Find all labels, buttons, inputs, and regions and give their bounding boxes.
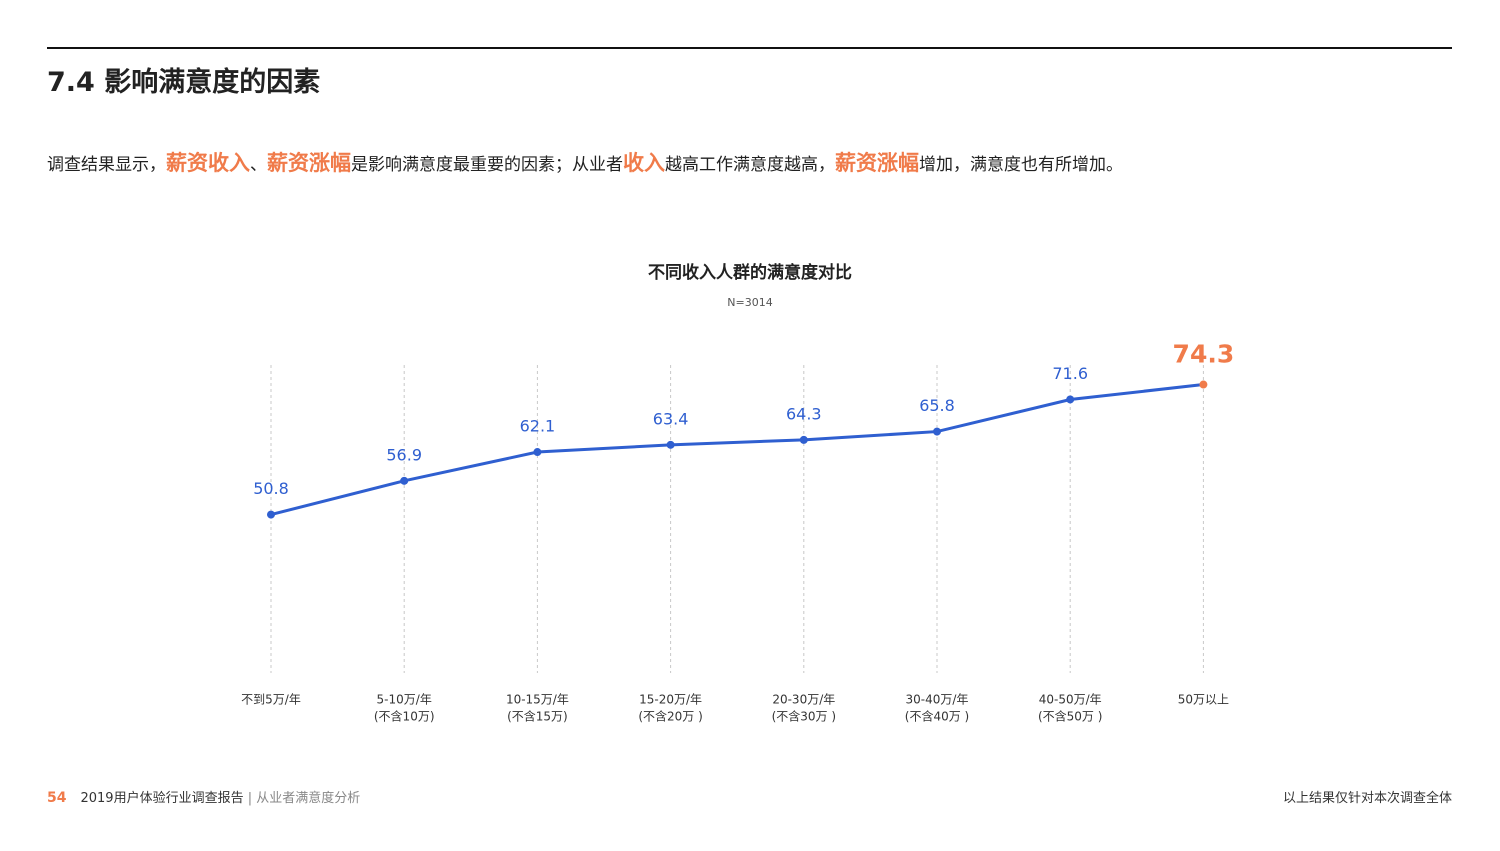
point bbox=[799, 435, 808, 444]
value-label: 71.6 bbox=[1052, 364, 1088, 383]
value-label: 65.8 bbox=[919, 396, 955, 415]
x-tick-label: (不含50万 ) bbox=[1038, 709, 1102, 724]
page-number: 54 bbox=[47, 790, 67, 806]
x-tick-label: (不含15万) bbox=[507, 709, 568, 724]
value-label: 56.9 bbox=[386, 445, 422, 464]
value-label: 50.8 bbox=[253, 479, 289, 498]
value-label: 74.3 bbox=[1173, 340, 1235, 369]
header-rule bbox=[47, 47, 1452, 49]
x-tick-label: 15-20万/年 bbox=[639, 693, 702, 707]
emphasis-text: 收入 bbox=[623, 151, 665, 175]
x-tick-label: (不含40万 ) bbox=[905, 709, 969, 724]
point bbox=[267, 510, 275, 519]
chart: 不同收入人群的满意度对比 N=3014 不到5万/年 5-10万/年 (不含10万)… bbox=[241, 262, 1235, 724]
footer-note: 以上结果仅针对本次调查全体 bbox=[1282, 791, 1452, 806]
point bbox=[400, 476, 409, 485]
point bbox=[933, 427, 941, 436]
separator: | bbox=[247, 791, 253, 806]
body-text: 越高工作满意度越高， bbox=[665, 155, 835, 175]
point bbox=[666, 440, 675, 449]
x-tick-label: 不到5万/年 bbox=[241, 693, 301, 707]
point bbox=[533, 448, 542, 457]
x-tick-label: (不含20万 ) bbox=[638, 709, 702, 724]
x-tick-label: (不含10万) bbox=[374, 709, 435, 724]
body-text: 增加，满意度也有所增加。 bbox=[919, 155, 1123, 175]
footer-left: 54 2019用户体验行业调查报告 | 从业者满意度分析 bbox=[47, 787, 360, 806]
body-text: 是影响满意度最重要的因素；从业者 bbox=[351, 155, 623, 175]
emphasis-text: 薪资涨幅 bbox=[835, 151, 919, 175]
summary: 调查结果显示，薪资收入、薪资涨幅是影响满意度最重要的因素；从业者收入越高工作满意… bbox=[47, 146, 1123, 182]
body-text: 调查结果显示， bbox=[47, 155, 166, 175]
x-tick-label: 10-15万/年 bbox=[506, 693, 569, 707]
x-tick-label: 30-40万/年 bbox=[906, 693, 969, 707]
value-label: 63.4 bbox=[653, 409, 689, 428]
x-tick-label: 5-10万/年 bbox=[377, 693, 432, 707]
line bbox=[270, 383, 1204, 517]
chart-title: 不同收入人群的满意度对比 bbox=[648, 262, 852, 283]
x-tick-label: 20-30万/年 bbox=[772, 693, 835, 707]
body-text: 、 bbox=[250, 155, 267, 175]
value-label: 62.1 bbox=[520, 417, 556, 436]
x-tick-label: (不含30万 ) bbox=[772, 709, 836, 724]
report-name: 2019用户体验行业调查报告 bbox=[80, 791, 244, 806]
emphasis-text: 薪资收入 bbox=[166, 151, 250, 175]
point bbox=[1066, 395, 1075, 404]
emphasis-text: 薪资涨幅 bbox=[267, 151, 351, 175]
chart-subtitle: N=3014 bbox=[727, 296, 772, 309]
value-label: 64.3 bbox=[786, 404, 822, 423]
x-tick-label: 50万以上 bbox=[1178, 693, 1229, 707]
section-name: 从业者满意度分析 bbox=[256, 791, 361, 806]
x-tick-label: 40-50万/年 bbox=[1039, 693, 1102, 707]
page-title: 7.4 影响满意度的因素 bbox=[47, 67, 321, 98]
point bbox=[1199, 380, 1208, 389]
